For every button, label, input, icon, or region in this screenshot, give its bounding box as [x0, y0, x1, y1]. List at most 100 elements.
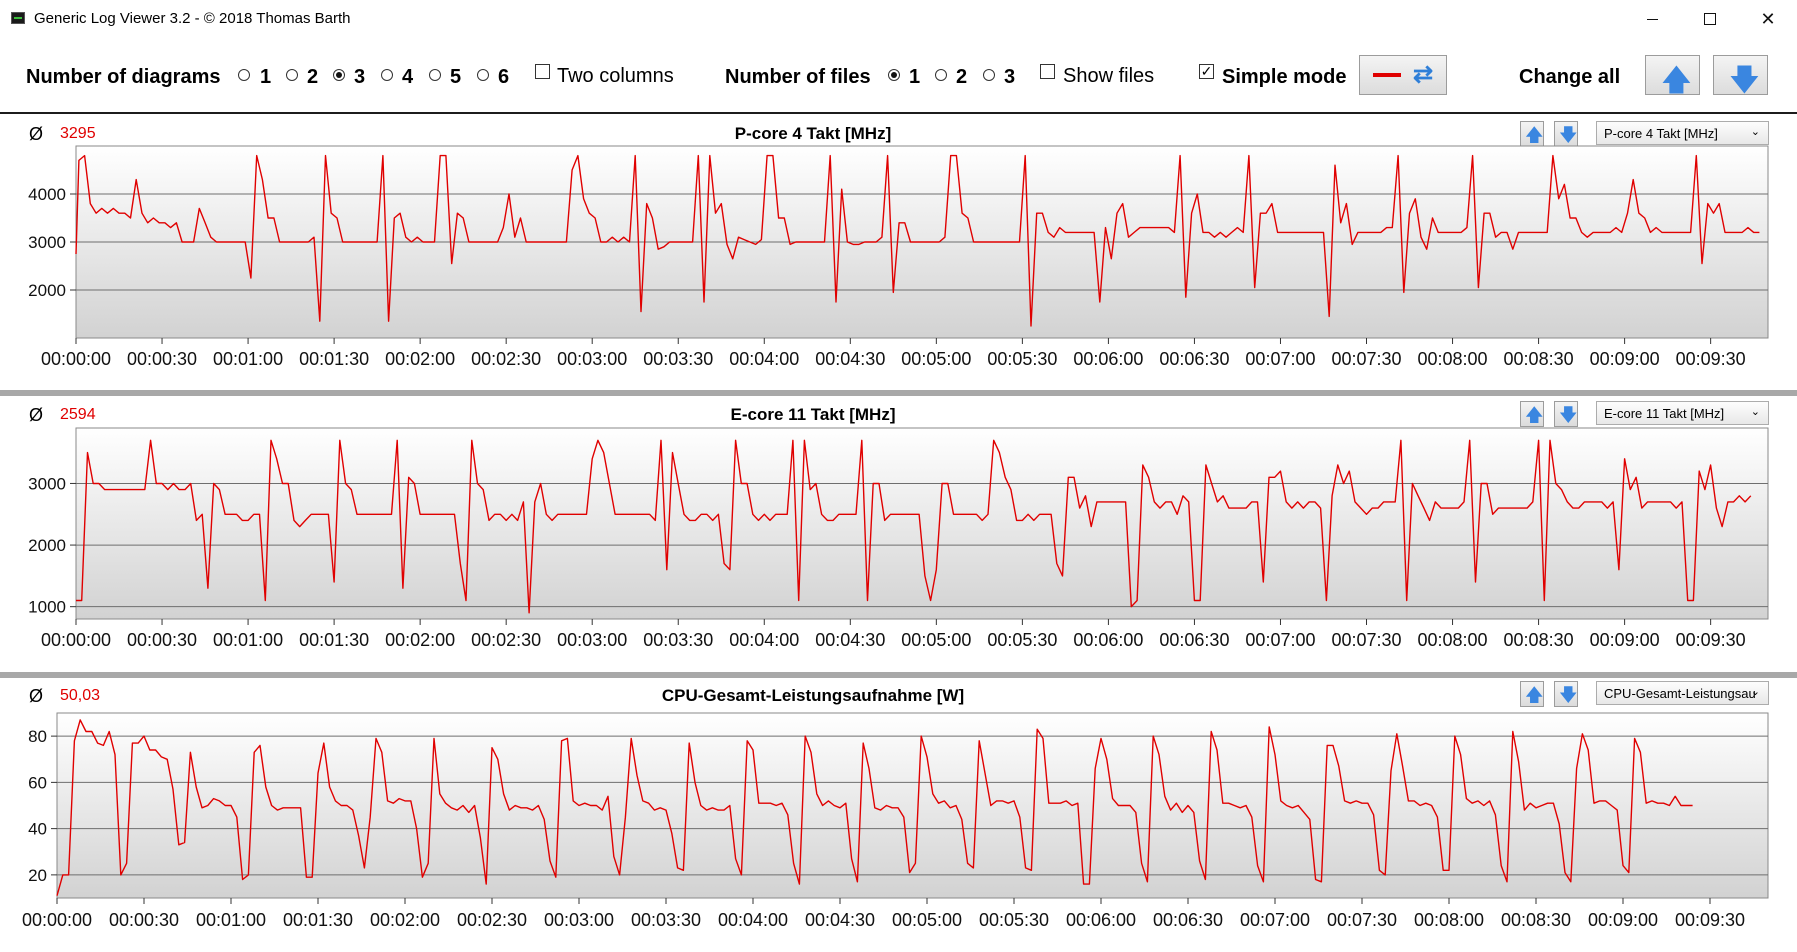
diagrams-radio-label-1: 1 [260, 66, 272, 88]
x-tick-label: 00:06:30 [1159, 349, 1229, 369]
x-tick-label: 00:04:00 [729, 630, 799, 650]
files-radio-2[interactable] [935, 69, 947, 81]
x-tick-label: 00:07:00 [1240, 910, 1310, 930]
x-tick-label: 00:09:30 [1676, 349, 1746, 369]
x-tick-label: 00:02:30 [471, 349, 541, 369]
x-tick-label: 00:05:30 [987, 349, 1057, 369]
diagrams-radio-label-3: 3 [354, 66, 366, 88]
chart-title: E-core 11 Takt [MHz] [730, 405, 896, 424]
close-button[interactable]: ✕ [1739, 0, 1797, 38]
files-radio-1[interactable] [888, 69, 900, 81]
move-down-button[interactable]: 🡇 [1554, 401, 1578, 427]
show-files-checkbox[interactable] [1040, 64, 1055, 79]
move-down-all-button[interactable]: 🡇 [1713, 55, 1768, 97]
x-tick-label: 00:06:30 [1153, 910, 1223, 930]
x-tick-label: 00:00:00 [41, 630, 111, 650]
panel-splitter-2[interactable] [0, 672, 1797, 678]
diagrams-radio-5[interactable] [429, 69, 441, 81]
chart-title: P-core 4 Takt [MHz] [734, 124, 892, 143]
x-tick-label: 00:07:00 [1245, 630, 1315, 650]
two-columns-checkbox[interactable] [535, 64, 550, 79]
files-radio-label-1: 1 [909, 66, 921, 88]
diagrams-radio-label-4: 4 [402, 66, 414, 88]
x-tick-label: 00:00:00 [41, 349, 111, 369]
x-tick-label: 00:01:30 [299, 630, 369, 650]
series-line [76, 439, 1752, 614]
toolbar-divider [0, 112, 1797, 114]
y-tick-label: 2000 [28, 281, 66, 300]
x-tick-label: 00:06:00 [1073, 349, 1143, 369]
x-tick-label: 00:08:30 [1504, 349, 1574, 369]
x-tick-label: 00:04:30 [815, 349, 885, 369]
y-tick-label: 3000 [28, 474, 66, 493]
x-tick-label: 00:00:00 [22, 910, 92, 930]
files-radio-label-3: 3 [1004, 66, 1016, 88]
move-up-button[interactable]: 🡅 [1520, 401, 1544, 427]
change-all-label: Change all [1519, 66, 1621, 88]
x-tick-label: 00:08:00 [1418, 349, 1488, 369]
series-color-swap-button[interactable]: ⇄ [1359, 55, 1447, 95]
x-tick-label: 00:02:30 [457, 910, 527, 930]
x-tick-label: 00:00:30 [127, 630, 197, 650]
x-tick-label: 00:06:30 [1159, 630, 1229, 650]
simple-mode-label: Simple mode [1222, 66, 1347, 88]
plot-area [75, 427, 1769, 620]
diagrams-radio-4[interactable] [381, 69, 393, 81]
average-symbol: Ø [29, 686, 44, 706]
diagrams-radio-label-5: 5 [450, 66, 462, 88]
files-radio-3[interactable] [983, 69, 995, 81]
sensor-select-value: CPU-Gesamt-Leistungsau [1604, 686, 1756, 701]
arrow-down-icon: 🡇 [1729, 64, 1760, 97]
close-icon: ✕ [1760, 8, 1776, 29]
move-up-all-button[interactable]: 🡅 [1645, 55, 1700, 97]
x-tick-label: 00:01:00 [196, 910, 266, 930]
number-of-files-label: Number of files [725, 66, 871, 88]
x-tick-label: 00:09:30 [1675, 910, 1745, 930]
minimize-button[interactable] [1623, 0, 1681, 38]
x-tick-label: 00:06:00 [1066, 910, 1136, 930]
chevron-down-icon: ⌄ [1750, 686, 1760, 698]
move-up-button[interactable]: 🡅 [1520, 121, 1544, 147]
x-tick-label: 00:05:00 [901, 630, 971, 650]
arrow-down-icon: 🡇 [1559, 125, 1578, 145]
panel-splitter-1[interactable] [0, 390, 1797, 396]
x-tick-label: 00:04:30 [805, 910, 875, 930]
x-tick-label: 00:00:30 [127, 349, 197, 369]
x-tick-label: 00:09:00 [1588, 910, 1658, 930]
chevron-down-icon: ⌄ [1750, 406, 1760, 418]
x-tick-label: 00:03:00 [557, 349, 627, 369]
x-tick-label: 00:02:00 [370, 910, 440, 930]
diagrams-radio-1[interactable] [238, 69, 250, 81]
y-tick-label: 40 [28, 820, 47, 839]
simple-mode-checkbox[interactable]: ✓ [1199, 63, 1214, 79]
move-down-button[interactable]: 🡇 [1554, 681, 1578, 707]
x-tick-label: 00:08:00 [1418, 630, 1488, 650]
diagrams-radio-3[interactable] [333, 69, 345, 81]
y-tick-label: 1000 [28, 598, 66, 617]
series-line [56, 719, 1693, 896]
move-up-button[interactable]: 🡅 [1520, 681, 1544, 707]
arrow-up-icon: 🡅 [1525, 125, 1544, 145]
sensor-select-value: P-core 4 Takt [MHz] [1604, 126, 1718, 141]
x-tick-label: 00:05:00 [901, 349, 971, 369]
red-line-icon [1373, 73, 1401, 77]
app-icon [11, 12, 25, 24]
x-tick-label: 00:05:30 [987, 630, 1057, 650]
move-down-button[interactable]: 🡇 [1554, 121, 1578, 147]
x-tick-label: 00:00:30 [109, 910, 179, 930]
x-tick-label: 00:04:00 [718, 910, 788, 930]
sensor-select[interactable]: CPU-Gesamt-Leistungsau ⌄ [1596, 681, 1769, 705]
x-tick-label: 00:08:30 [1501, 910, 1571, 930]
diagrams-radio-6[interactable] [477, 69, 489, 81]
y-tick-label: 20 [28, 866, 47, 885]
maximize-button[interactable] [1681, 0, 1739, 38]
sensor-select[interactable]: E-core 11 Takt [MHz] ⌄ [1596, 401, 1769, 425]
refresh-icon: ⇄ [1413, 61, 1434, 88]
diagrams-radio-label-6: 6 [498, 66, 510, 88]
diagrams-radio-2[interactable] [286, 69, 298, 81]
sensor-select[interactable]: P-core 4 Takt [MHz] ⌄ [1596, 121, 1769, 145]
x-tick-label: 00:09:00 [1590, 630, 1660, 650]
show-files-label: Show files [1063, 65, 1155, 87]
x-tick-label: 00:03:30 [643, 630, 713, 650]
minimize-icon [1646, 18, 1658, 20]
